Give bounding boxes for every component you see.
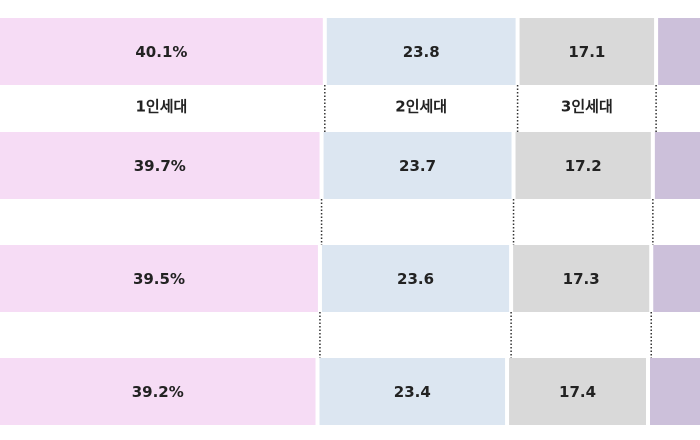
- bar-segment: [321, 245, 510, 312]
- bar-segment: [519, 18, 655, 85]
- series-label: 1인세대: [135, 98, 187, 116]
- value-label: 39.5%: [133, 270, 185, 288]
- bar-segment: [513, 245, 650, 312]
- bar-segment: [319, 358, 506, 425]
- value-label: 23.4: [394, 383, 431, 401]
- value-label: 17.4: [559, 383, 596, 401]
- value-label: 17.1: [568, 43, 605, 61]
- value-label: 23.6: [397, 270, 434, 288]
- value-label: 17.3: [563, 270, 600, 288]
- bar-segment: [509, 358, 646, 425]
- bar-segment: [326, 18, 516, 85]
- bar-segment: [0, 18, 323, 85]
- series-label: 3인세대: [561, 98, 613, 116]
- series-label: 2인세대: [395, 98, 447, 116]
- bar-segment: [650, 358, 700, 425]
- bar-segment: [323, 132, 512, 199]
- value-label: 40.1%: [135, 43, 187, 61]
- value-label: 39.7%: [134, 157, 186, 175]
- value-label: 39.2%: [132, 383, 184, 401]
- bar-segment: [658, 18, 700, 85]
- bar-segment: [515, 132, 651, 199]
- bar-segment: [0, 245, 318, 312]
- bar-segment: [653, 245, 700, 312]
- bar-segment: [0, 132, 320, 199]
- value-label: 23.8: [403, 43, 440, 61]
- bar-segment: [654, 132, 700, 199]
- value-label: 17.2: [565, 157, 602, 175]
- value-label: 23.7: [399, 157, 436, 175]
- bar-segment: [0, 358, 316, 425]
